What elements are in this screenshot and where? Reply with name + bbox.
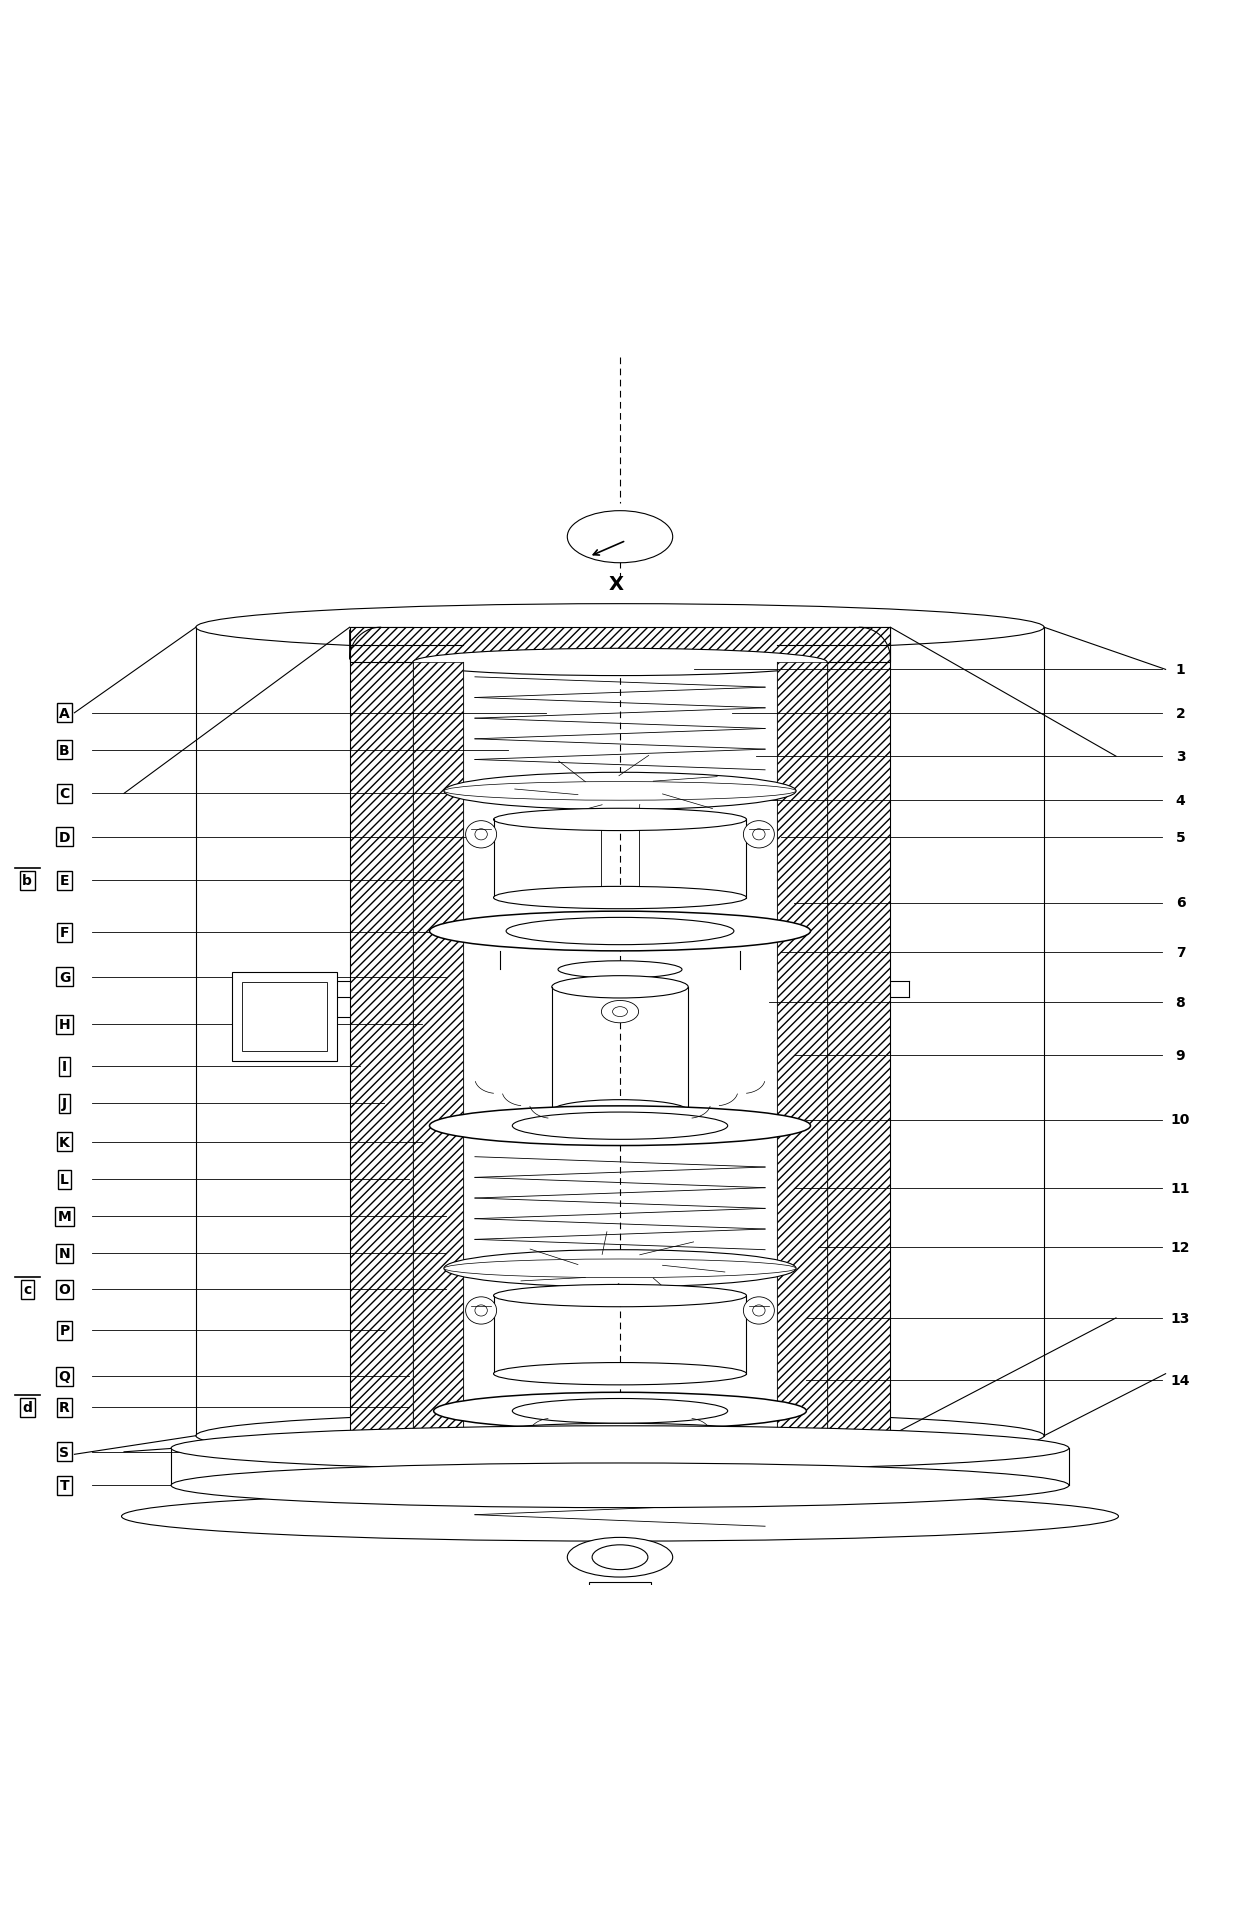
- Text: T: T: [60, 1478, 69, 1492]
- Ellipse shape: [444, 772, 796, 811]
- Ellipse shape: [466, 1297, 496, 1324]
- Ellipse shape: [744, 1297, 774, 1324]
- Text: H: H: [58, 1017, 71, 1031]
- Text: M: M: [57, 1210, 72, 1224]
- Text: X: X: [609, 575, 624, 594]
- Ellipse shape: [753, 830, 765, 840]
- Bar: [232, 973, 337, 1062]
- Text: 5: 5: [1176, 830, 1185, 843]
- Text: 12: 12: [1171, 1241, 1190, 1254]
- Bar: [589, 1583, 651, 1610]
- Ellipse shape: [601, 1002, 639, 1023]
- Text: 2: 2: [1176, 706, 1185, 720]
- Ellipse shape: [171, 1426, 1069, 1471]
- Text: Q: Q: [58, 1370, 71, 1384]
- Text: F: F: [60, 926, 69, 940]
- Ellipse shape: [196, 1413, 1044, 1459]
- Bar: [350, 627, 890, 662]
- Ellipse shape: [475, 1305, 487, 1316]
- Ellipse shape: [552, 1100, 688, 1123]
- Ellipse shape: [444, 1251, 796, 1287]
- Ellipse shape: [567, 1538, 672, 1577]
- Text: A: A: [60, 706, 69, 720]
- Bar: [777, 662, 827, 1436]
- Text: B: B: [60, 743, 69, 758]
- Text: 8: 8: [1176, 996, 1185, 1009]
- Text: 13: 13: [1171, 1310, 1190, 1326]
- Text: L: L: [60, 1172, 69, 1187]
- Text: 14: 14: [1171, 1372, 1190, 1388]
- Ellipse shape: [494, 888, 746, 909]
- Ellipse shape: [512, 1112, 728, 1141]
- Ellipse shape: [567, 511, 672, 564]
- Text: 10: 10: [1171, 1114, 1190, 1127]
- Text: 1: 1: [1176, 664, 1185, 677]
- Ellipse shape: [506, 919, 734, 946]
- Text: c: c: [24, 1283, 31, 1297]
- Text: 4: 4: [1176, 793, 1185, 807]
- Ellipse shape: [413, 648, 827, 675]
- Bar: [413, 662, 463, 1436]
- Ellipse shape: [122, 1492, 1118, 1542]
- Text: D: D: [58, 830, 71, 843]
- Text: R: R: [60, 1401, 69, 1415]
- Text: N: N: [58, 1247, 71, 1260]
- Ellipse shape: [753, 1305, 765, 1316]
- Text: d: d: [22, 1401, 32, 1415]
- Text: G: G: [58, 971, 71, 984]
- Ellipse shape: [463, 1424, 777, 1448]
- Text: 9: 9: [1176, 1048, 1185, 1063]
- Ellipse shape: [171, 1463, 1069, 1507]
- Text: S: S: [60, 1446, 69, 1459]
- Ellipse shape: [466, 822, 496, 849]
- Ellipse shape: [429, 1106, 811, 1146]
- Ellipse shape: [475, 830, 487, 840]
- Ellipse shape: [494, 809, 746, 832]
- Text: P: P: [60, 1324, 69, 1337]
- Ellipse shape: [434, 1393, 806, 1430]
- Ellipse shape: [744, 822, 774, 849]
- Text: K: K: [60, 1135, 69, 1148]
- Text: 6: 6: [1176, 896, 1185, 911]
- Ellipse shape: [429, 911, 811, 951]
- Ellipse shape: [444, 1260, 796, 1278]
- Ellipse shape: [444, 782, 796, 801]
- Text: J: J: [62, 1096, 67, 1112]
- Text: C: C: [60, 787, 69, 801]
- Bar: [350, 627, 413, 1436]
- Text: 11: 11: [1171, 1181, 1190, 1195]
- Ellipse shape: [552, 977, 688, 998]
- Text: O: O: [58, 1283, 71, 1297]
- Bar: [827, 627, 890, 1436]
- Text: I: I: [62, 1060, 67, 1073]
- Ellipse shape: [494, 1363, 746, 1386]
- Text: E: E: [60, 874, 69, 888]
- Text: 3: 3: [1176, 749, 1185, 764]
- Ellipse shape: [558, 961, 682, 979]
- Ellipse shape: [196, 604, 1044, 652]
- Ellipse shape: [494, 1285, 746, 1307]
- Ellipse shape: [613, 1007, 627, 1017]
- Ellipse shape: [512, 1399, 728, 1424]
- Bar: [242, 982, 327, 1052]
- Text: b: b: [22, 874, 32, 888]
- Ellipse shape: [593, 1546, 647, 1569]
- Text: 7: 7: [1176, 946, 1185, 959]
